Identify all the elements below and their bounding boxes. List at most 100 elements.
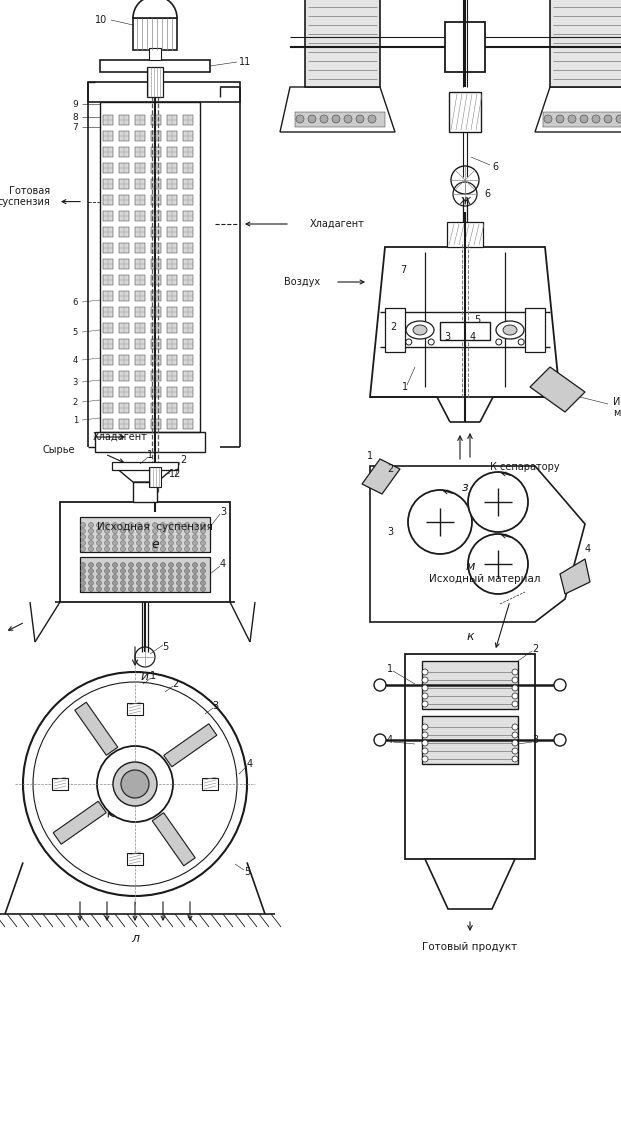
Circle shape [96,534,101,540]
Bar [151,259,161,269]
Bar [183,387,193,397]
Circle shape [556,114,564,123]
Circle shape [422,756,428,762]
Text: 1: 1 [147,450,153,460]
Bar [295,112,385,127]
Text: К сепаратору: К сепаратору [490,462,560,472]
Circle shape [201,523,206,527]
Circle shape [554,679,566,691]
Circle shape [120,562,125,568]
Circle shape [104,534,109,540]
Bar [119,307,129,318]
Circle shape [112,562,117,568]
Text: 11: 11 [239,57,251,67]
Bar [167,323,177,333]
Circle shape [518,339,524,344]
Circle shape [296,114,304,123]
Text: 5: 5 [162,642,168,652]
Circle shape [120,523,125,527]
Polygon shape [560,559,590,594]
Circle shape [408,490,472,554]
Bar [95,432,205,452]
Circle shape [160,541,166,545]
Circle shape [153,574,158,579]
Bar [100,59,210,72]
Circle shape [176,528,181,533]
Bar [103,339,113,349]
Circle shape [512,748,518,754]
Bar [167,259,177,269]
Text: 3: 3 [444,332,450,342]
Bar [151,371,161,381]
Bar [103,114,113,125]
Circle shape [153,541,158,545]
Circle shape [176,546,181,552]
Ellipse shape [406,321,434,339]
Circle shape [344,114,352,123]
Circle shape [89,534,94,540]
Circle shape [193,574,197,579]
Circle shape [184,546,189,552]
Circle shape [104,541,109,545]
Bar [135,323,145,333]
Text: 2: 2 [532,644,538,654]
Bar [119,275,129,285]
Bar [52,778,68,790]
Bar [183,275,193,285]
Text: 2: 2 [387,465,393,473]
Bar [147,67,163,96]
Text: ж: ж [460,193,471,206]
Bar [151,243,161,252]
Text: 2: 2 [172,679,178,689]
Text: м: м [465,560,474,572]
Bar [167,227,177,237]
Circle shape [308,114,316,123]
Bar [167,339,177,349]
Bar [119,291,129,301]
Bar [80,517,210,552]
Circle shape [176,523,181,527]
Bar [151,163,161,173]
Circle shape [104,523,109,527]
Bar [183,291,193,301]
Circle shape [176,587,181,591]
Bar [135,195,145,205]
Bar [422,661,518,709]
Polygon shape [53,801,106,844]
Circle shape [104,569,109,573]
Circle shape [129,562,134,568]
Bar [103,147,113,157]
Circle shape [153,546,158,552]
Text: 6: 6 [484,188,490,199]
Bar [183,195,193,205]
Circle shape [176,574,181,579]
Text: 5: 5 [474,315,480,325]
Circle shape [592,114,600,123]
Text: 3: 3 [212,701,218,711]
Circle shape [129,541,134,545]
Circle shape [496,339,502,344]
Bar [119,195,129,205]
Circle shape [120,541,125,545]
Bar [119,147,129,157]
Circle shape [104,528,109,533]
Bar [445,22,485,72]
Circle shape [153,528,158,533]
Circle shape [176,541,181,545]
Bar [103,243,113,252]
Circle shape [96,528,101,533]
Circle shape [129,528,134,533]
Bar [135,307,145,318]
Circle shape [153,569,158,573]
Circle shape [120,580,125,586]
Circle shape [374,679,386,691]
Bar [103,195,113,205]
Bar [135,259,145,269]
Circle shape [112,580,117,586]
Circle shape [368,114,376,123]
Bar [183,259,193,269]
Circle shape [121,770,149,798]
Bar [167,114,177,125]
Circle shape [512,693,518,699]
Bar [183,339,193,349]
